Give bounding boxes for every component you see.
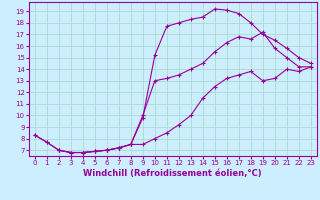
X-axis label: Windchill (Refroidissement éolien,°C): Windchill (Refroidissement éolien,°C) [84, 169, 262, 178]
